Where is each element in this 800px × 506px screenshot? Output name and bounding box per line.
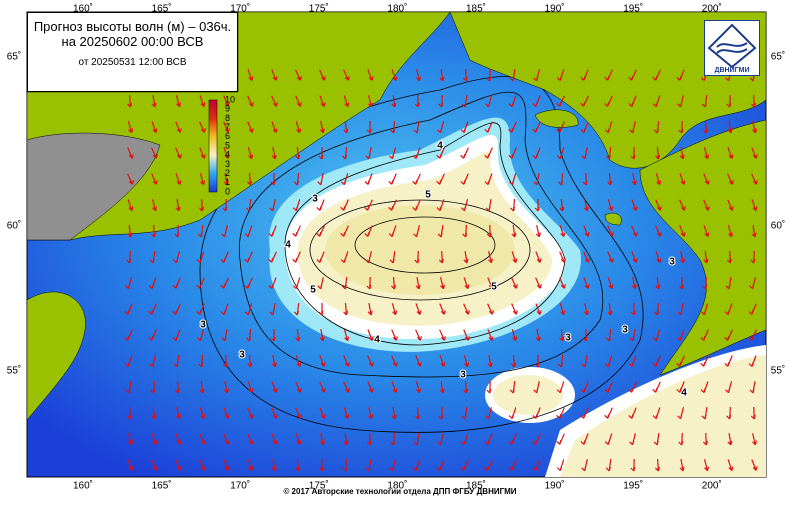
wave-zone (493, 375, 563, 415)
wave-zone (325, 205, 515, 295)
latitude-label: 60˚ (7, 220, 21, 232)
contour-label: 5 (425, 190, 431, 201)
issued-time: от 20250531 12:00 ВСВ (28, 55, 237, 70)
logo: ДВНИГМИ (704, 20, 760, 76)
longitude-label: 200˚ (702, 480, 722, 492)
colorbar (209, 100, 217, 192)
latitude-label: 65˚ (771, 51, 785, 63)
latitude-label: 55˚ (7, 365, 21, 377)
contour-label: 4 (681, 388, 687, 399)
longitude-label: 180˚ (387, 3, 407, 15)
logo-icon: ДВНИГМИ (705, 21, 759, 75)
contour-label: 4 (374, 335, 380, 346)
contour-label: 4 (285, 240, 291, 251)
contour-label: 3 (239, 350, 245, 361)
contour-label: 3 (669, 257, 675, 268)
contour-label: 3 (622, 325, 628, 336)
contour-label: 4 (437, 141, 443, 152)
footer: © 2017 Авторские технологии отдела ДПП Ф… (283, 487, 516, 496)
longitude-label: 200˚ (702, 3, 722, 15)
longitude-label: 170˚ (230, 480, 250, 492)
contour-label: 3 (460, 370, 466, 381)
longitude-label: 195˚ (623, 480, 643, 492)
longitude-label: 195˚ (623, 3, 643, 15)
longitude-label: 165˚ (152, 480, 172, 492)
title-box: Прогноз высоты волн (м) – 036ч. на 20250… (27, 12, 238, 92)
latitude-label: 55˚ (771, 365, 785, 377)
latitude-label: 65˚ (7, 51, 21, 63)
colorbar-label: 0 (225, 186, 230, 196)
valid-time: на 20250602 00:00 ВСВ (28, 34, 237, 49)
longitude-label: 190˚ (545, 3, 565, 15)
longitude-label: 160˚ (73, 480, 93, 492)
logo-text: ДВНИГМИ (715, 67, 750, 74)
longitude-label: 190˚ (545, 480, 565, 492)
latitude-label: 60˚ (771, 220, 785, 232)
contour-label: 3 (565, 333, 571, 344)
contour-label: 3 (312, 194, 318, 205)
contour-label: 5 (491, 282, 497, 293)
contour-label: 5 (310, 285, 316, 296)
title: Прогноз высоты волн (м) – 036ч. (28, 19, 237, 34)
contour-label: 3 (200, 320, 206, 331)
longitude-label: 185˚ (466, 3, 486, 15)
longitude-label: 175˚ (309, 3, 329, 15)
